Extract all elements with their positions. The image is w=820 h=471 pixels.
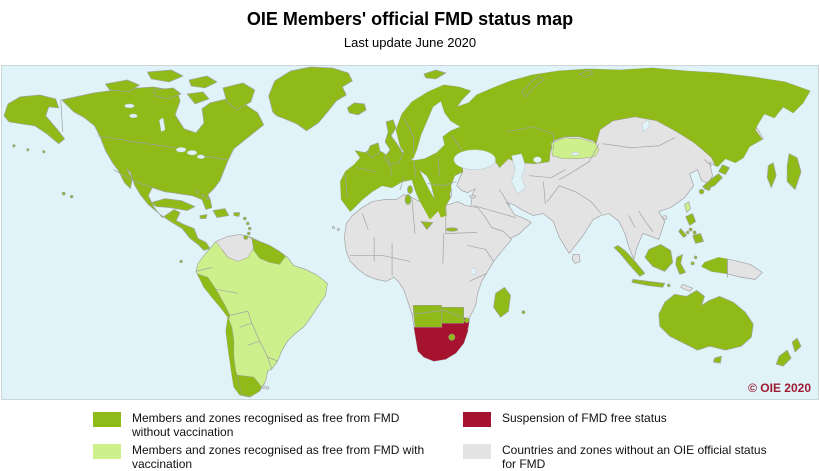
- region-japan: [698, 164, 730, 195]
- copyright: © OIE 2020: [748, 381, 811, 395]
- country-borders: [60, 99, 728, 370]
- region-caribbean: [150, 190, 252, 264]
- fmd-status-map-page: OIE Members' official FMD status map Las…: [0, 9, 820, 471]
- region-sri-lanka: [571, 254, 581, 264]
- swatch-suspension: [463, 412, 491, 427]
- legend-label: Countries and zones without an OIE offic…: [502, 443, 767, 471]
- world-map: [2, 66, 818, 399]
- legend-label: Suspension of FMD free status: [502, 411, 667, 425]
- legend-item-suspension: Suspension of FMD free status: [463, 411, 782, 427]
- region-australia: [658, 289, 754, 364]
- swatch-free-without-vaccination: [93, 412, 121, 427]
- region-indonesia: [613, 244, 698, 288]
- region-philippines: [678, 213, 704, 244]
- legend-item-free-without-vaccination: Members and zones recognised as free fro…: [93, 411, 432, 439]
- world-map-frame: © OIE 2020: [1, 65, 819, 400]
- lakes: [124, 103, 651, 275]
- legend-label: Members and zones recognised as free fro…: [132, 411, 400, 439]
- zone-namibia: [412, 305, 443, 328]
- legend-item-no-status: Countries and zones without an OIE offic…: [463, 443, 782, 471]
- region-small-gray-islands: [261, 194, 693, 390]
- page-subtitle: Last update June 2020: [343, 35, 477, 50]
- legend-label: Members and zones recognised as free fro…: [132, 443, 425, 471]
- region-new-zealand: [775, 337, 802, 367]
- zone-guyanas: [251, 238, 286, 265]
- legend-item-free-with-vaccination: Members and zones recognised as free fro…: [93, 443, 432, 471]
- swatch-no-status: [463, 444, 491, 459]
- region-european-islands: [346, 69, 594, 232]
- zone-kazakhstan-vaccination: [551, 137, 600, 159]
- region-sakhalin-kamchatka: [766, 153, 802, 190]
- map-header: OIE Members' official FMD status map Las…: [0, 9, 820, 50]
- region-taiwan: [684, 201, 691, 213]
- zone-eswatini: [463, 317, 470, 323]
- page-title: OIE Members' official FMD status map: [246, 9, 574, 29]
- zone-botswana: [441, 307, 464, 326]
- map-legend: Members and zones recognised as free fro…: [0, 400, 820, 471]
- zone-lesotho: [448, 333, 456, 341]
- eurasia-status-zones: [340, 67, 811, 230]
- region-madagascar: [493, 286, 526, 318]
- region-north-america: [3, 66, 353, 251]
- swatch-free-with-vaccination: [93, 444, 121, 459]
